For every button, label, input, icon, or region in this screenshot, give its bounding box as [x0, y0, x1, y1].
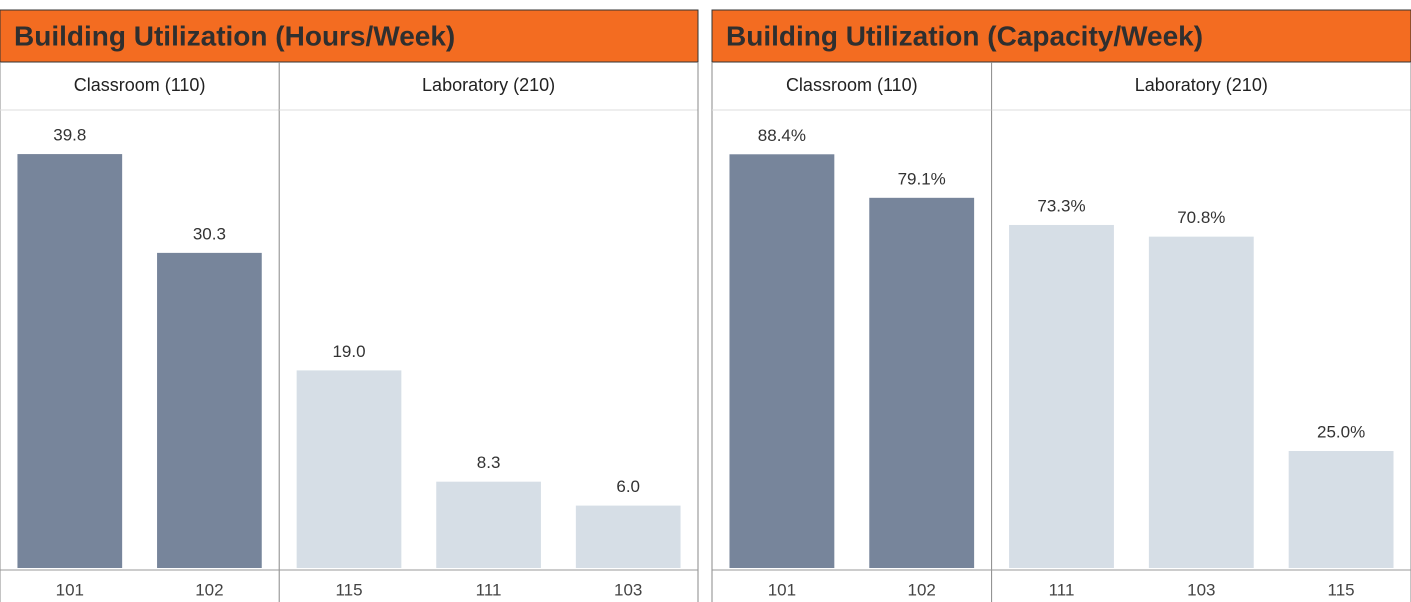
- bar: [296, 370, 402, 568]
- panel-header: Laboratory (210): [1135, 75, 1268, 95]
- value-label: 70.8%: [1177, 208, 1225, 227]
- value-label: 30.3: [193, 224, 226, 243]
- chart-title: Building Utilization (Hours/Week): [14, 20, 455, 51]
- bar: [436, 481, 541, 568]
- value-label: 79.1%: [898, 169, 946, 188]
- bar: [17, 154, 123, 568]
- category-label: 101: [56, 580, 84, 599]
- bar: [575, 505, 681, 568]
- panel-header: Laboratory (210): [422, 75, 555, 95]
- bar: [1009, 224, 1114, 568]
- value-label: 6.0: [616, 477, 640, 496]
- value-label: 25.0%: [1317, 422, 1365, 441]
- bar: [157, 252, 262, 568]
- category-label: 101: [768, 580, 796, 599]
- category-label: 115: [335, 580, 362, 599]
- bar: [869, 197, 975, 568]
- category-label: 102: [908, 580, 936, 599]
- value-label: 39.8: [53, 126, 86, 145]
- bar: [1288, 451, 1394, 568]
- category-label: 103: [1187, 580, 1215, 599]
- bar: [729, 154, 835, 568]
- value-label: 8.3: [477, 453, 501, 472]
- category-label: 115: [1328, 580, 1355, 599]
- panel-header: Classroom (110): [786, 75, 918, 95]
- panel-header: Classroom (110): [74, 75, 206, 95]
- category-label: 111: [1049, 580, 1075, 599]
- category-label: 103: [614, 580, 642, 599]
- title-bar: [0, 9, 699, 63]
- category-label: 102: [195, 580, 223, 599]
- title-bar: [711, 9, 1411, 63]
- bar: [1148, 236, 1254, 568]
- value-label: 73.3%: [1037, 196, 1085, 215]
- value-label: 19.0: [332, 342, 365, 361]
- category-label: 111: [476, 580, 502, 599]
- value-label: 88.4%: [758, 126, 806, 145]
- chart-title: Building Utilization (Capacity/Week): [726, 20, 1203, 51]
